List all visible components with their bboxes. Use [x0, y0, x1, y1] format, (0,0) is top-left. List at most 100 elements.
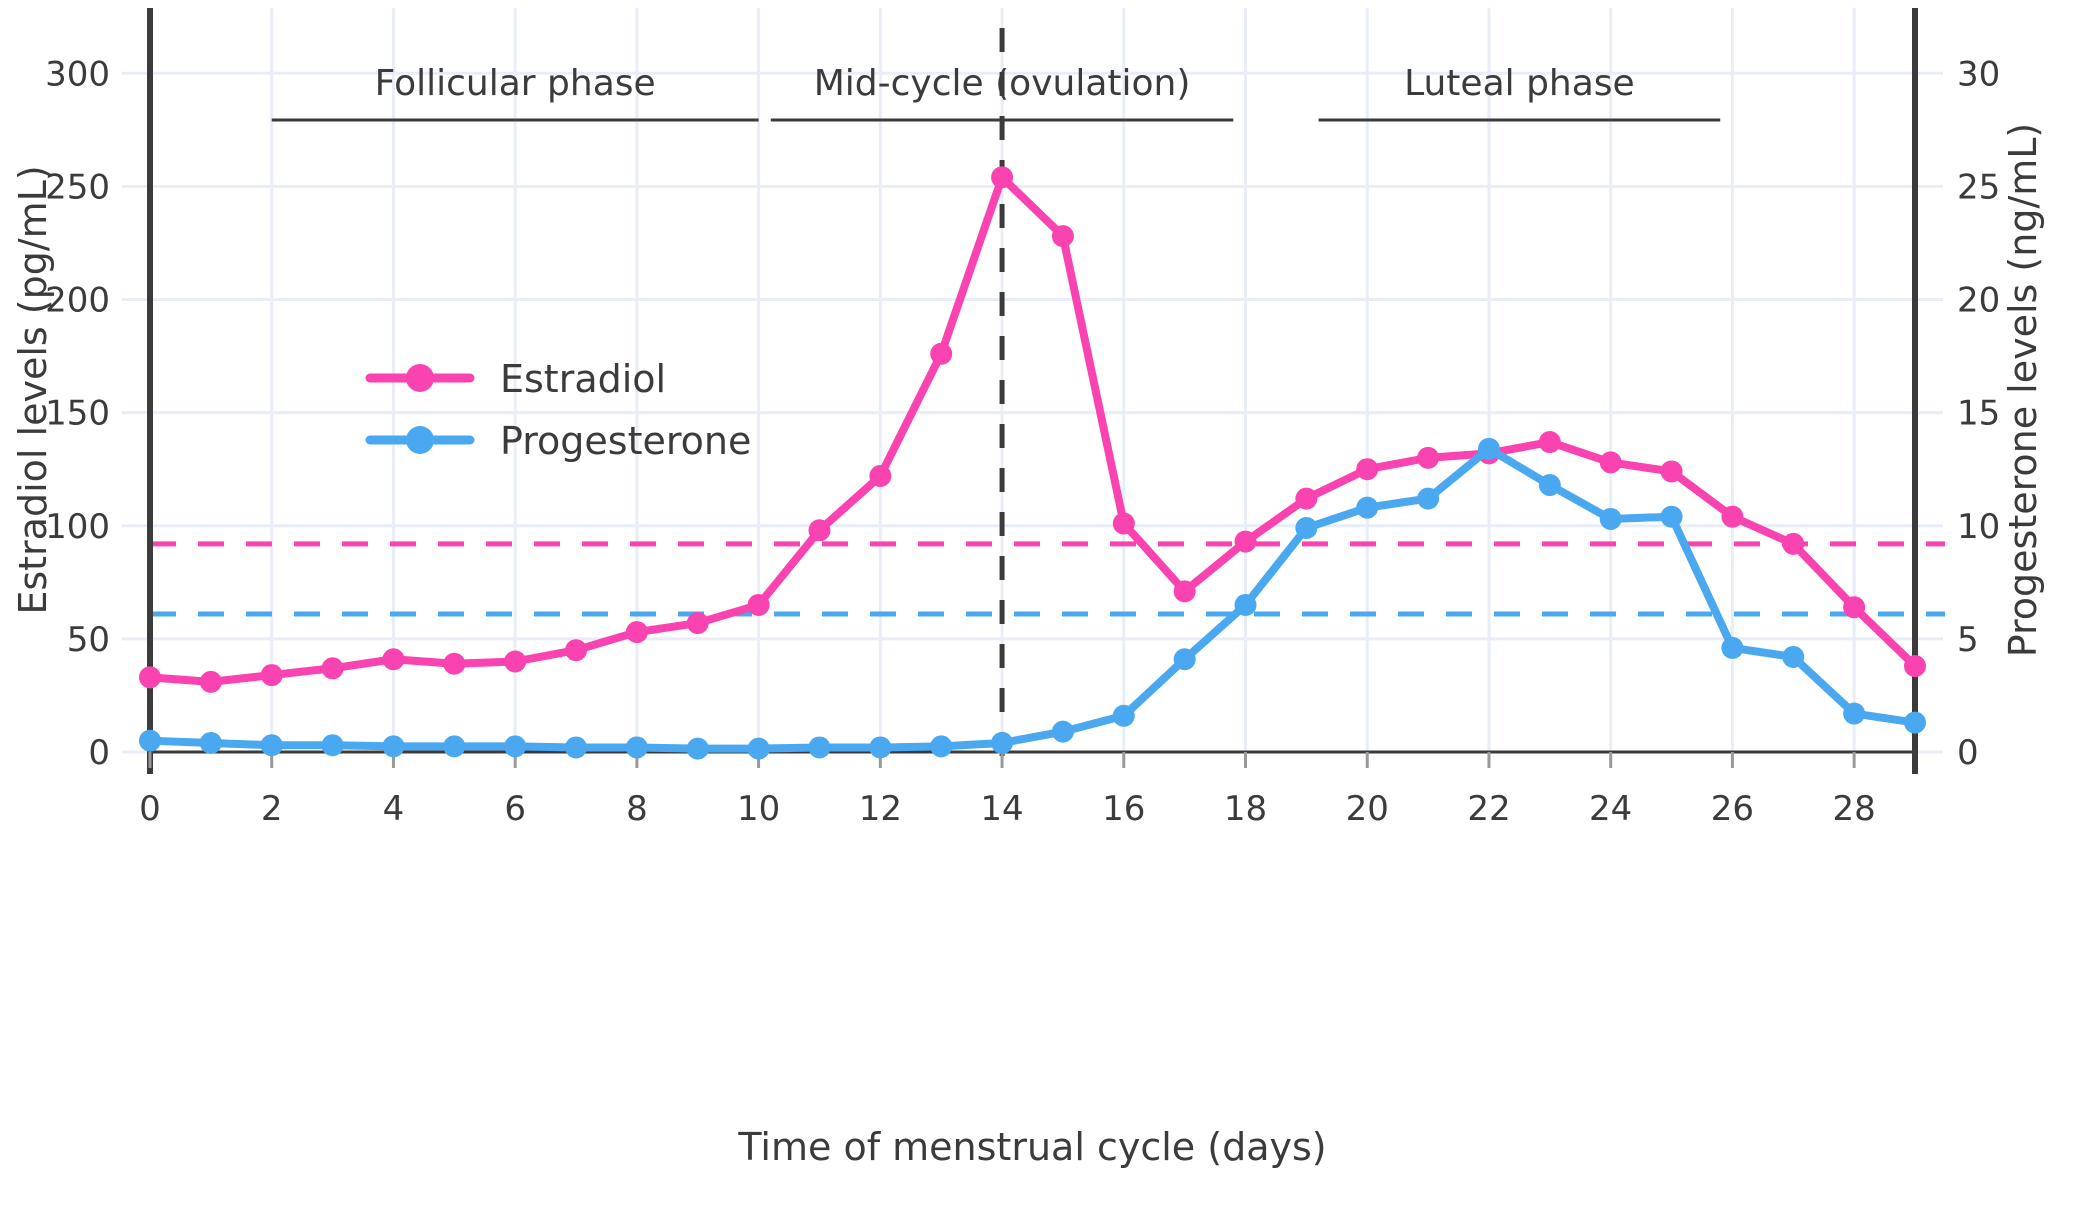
data-point — [1234, 530, 1257, 553]
x-tick-label: 18 — [1224, 789, 1267, 829]
x-tick-label: 12 — [859, 789, 902, 829]
legend-swatch-marker-1 — [406, 426, 434, 454]
data-point — [1417, 446, 1440, 469]
x-tick-label: 4 — [383, 789, 405, 829]
data-point — [930, 342, 953, 365]
y-right-tick-label: 20 — [1957, 281, 2000, 321]
data-point — [747, 737, 770, 760]
y-left-tick-label: 50 — [67, 620, 110, 660]
data-point — [504, 650, 527, 673]
y-right-tick-label: 15 — [1957, 394, 2000, 434]
y-left-tick-label: 250 — [45, 167, 110, 207]
legend-swatch-marker-0 — [406, 364, 434, 392]
data-point — [869, 464, 892, 487]
y-left-tick-label: 150 — [45, 394, 110, 434]
y-axis-left-title: Estradiol levels (pg/mL) — [11, 165, 55, 614]
x-tick-label: 26 — [1711, 789, 1754, 829]
data-point — [625, 621, 648, 644]
grid-lines — [122, 8, 1943, 754]
data-point — [1051, 225, 1074, 248]
data-point — [1356, 458, 1379, 481]
data-point — [1904, 711, 1926, 734]
x-axis-title: Time of menstrual cycle (days) — [737, 1125, 1326, 1169]
data-point — [625, 736, 648, 759]
data-point — [1660, 460, 1683, 483]
x-tick-label: 14 — [980, 789, 1023, 829]
data-point — [1660, 505, 1683, 528]
x-tick-label: 2 — [261, 789, 283, 829]
data-point — [1112, 704, 1135, 727]
phase-label-1: Mid-cycle (ovulation) — [814, 63, 1191, 104]
legend-label-1[interactable]: Progesterone — [500, 419, 751, 463]
data-point — [1477, 437, 1500, 460]
data-point — [1599, 507, 1622, 530]
data-point — [1173, 580, 1196, 603]
data-point — [139, 729, 161, 752]
data-point — [808, 736, 831, 759]
y-axis-right-ticks: 0 5 10 15 20 25 30 — [1957, 54, 2000, 773]
x-tick-label: 10 — [737, 789, 780, 829]
data-point — [1356, 496, 1379, 519]
legend-label-0[interactable]: Estradiol — [500, 357, 666, 401]
data-point — [869, 736, 892, 759]
y-right-tick-label: 25 — [1957, 167, 2000, 207]
data-point — [1721, 636, 1744, 659]
data-point — [686, 737, 709, 760]
data-point — [1112, 512, 1135, 535]
reference-lines — [150, 541, 1945, 617]
y-right-tick-label: 5 — [1957, 620, 1979, 660]
data-point — [260, 664, 283, 687]
data-point — [991, 166, 1014, 189]
phase-label-2: Luteal phase — [1404, 63, 1635, 104]
x-tick-label: 20 — [1346, 789, 1389, 829]
y-left-tick-label: 200 — [45, 281, 110, 321]
data-point — [565, 736, 588, 759]
data-point — [443, 652, 466, 675]
data-point — [321, 657, 344, 680]
axis-spines — [147, 8, 1918, 774]
y-right-tick-label: 0 — [1957, 733, 1979, 773]
data-point — [1782, 645, 1805, 668]
y-left-tick-label: 300 — [45, 54, 110, 94]
series-estradiol — [139, 166, 1926, 693]
data-point — [1173, 648, 1196, 671]
data-point — [382, 735, 405, 758]
x-tick-label: 8 — [626, 789, 648, 829]
data-point — [1295, 517, 1318, 540]
x-tick-label: 24 — [1589, 789, 1632, 829]
y-left-tick-label: 100 — [45, 507, 110, 547]
data-point — [1234, 593, 1257, 616]
data-point — [199, 670, 222, 693]
data-point — [991, 731, 1014, 754]
data-point — [1538, 474, 1561, 497]
data-point — [1721, 505, 1744, 528]
data-series — [139, 166, 1926, 760]
y-axis-left-ticks: 0 50 100 150 200 250 300 — [45, 54, 110, 773]
data-point — [808, 519, 831, 542]
data-point — [260, 734, 283, 757]
data-point — [1843, 596, 1866, 619]
data-point — [199, 731, 222, 754]
data-point — [139, 666, 161, 689]
data-point — [321, 734, 344, 757]
data-point — [1599, 451, 1622, 474]
y-right-tick-label: 30 — [1957, 54, 2000, 94]
y-right-tick-label: 10 — [1957, 507, 2000, 547]
data-point — [930, 735, 953, 758]
phase-annotations: Follicular phase Mid-cycle (ovulation) Lut… — [271, 63, 1721, 122]
data-point — [1295, 487, 1318, 510]
data-point — [1538, 431, 1561, 454]
data-point — [565, 639, 588, 662]
x-tick-label: 16 — [1102, 789, 1145, 829]
x-axis-ticks: 0 2 4 6 8 10 12 14 16 18 20 22 24 26 28 — [139, 752, 1876, 829]
x-tick-label: 6 — [504, 789, 526, 829]
data-point — [1843, 702, 1866, 725]
data-point — [1417, 487, 1440, 510]
data-point — [382, 648, 405, 671]
y-left-tick-label: 0 — [88, 733, 110, 773]
data-point — [443, 735, 466, 758]
x-tick-label: 22 — [1467, 789, 1510, 829]
series-line-progesterone — [146, 444, 1919, 753]
